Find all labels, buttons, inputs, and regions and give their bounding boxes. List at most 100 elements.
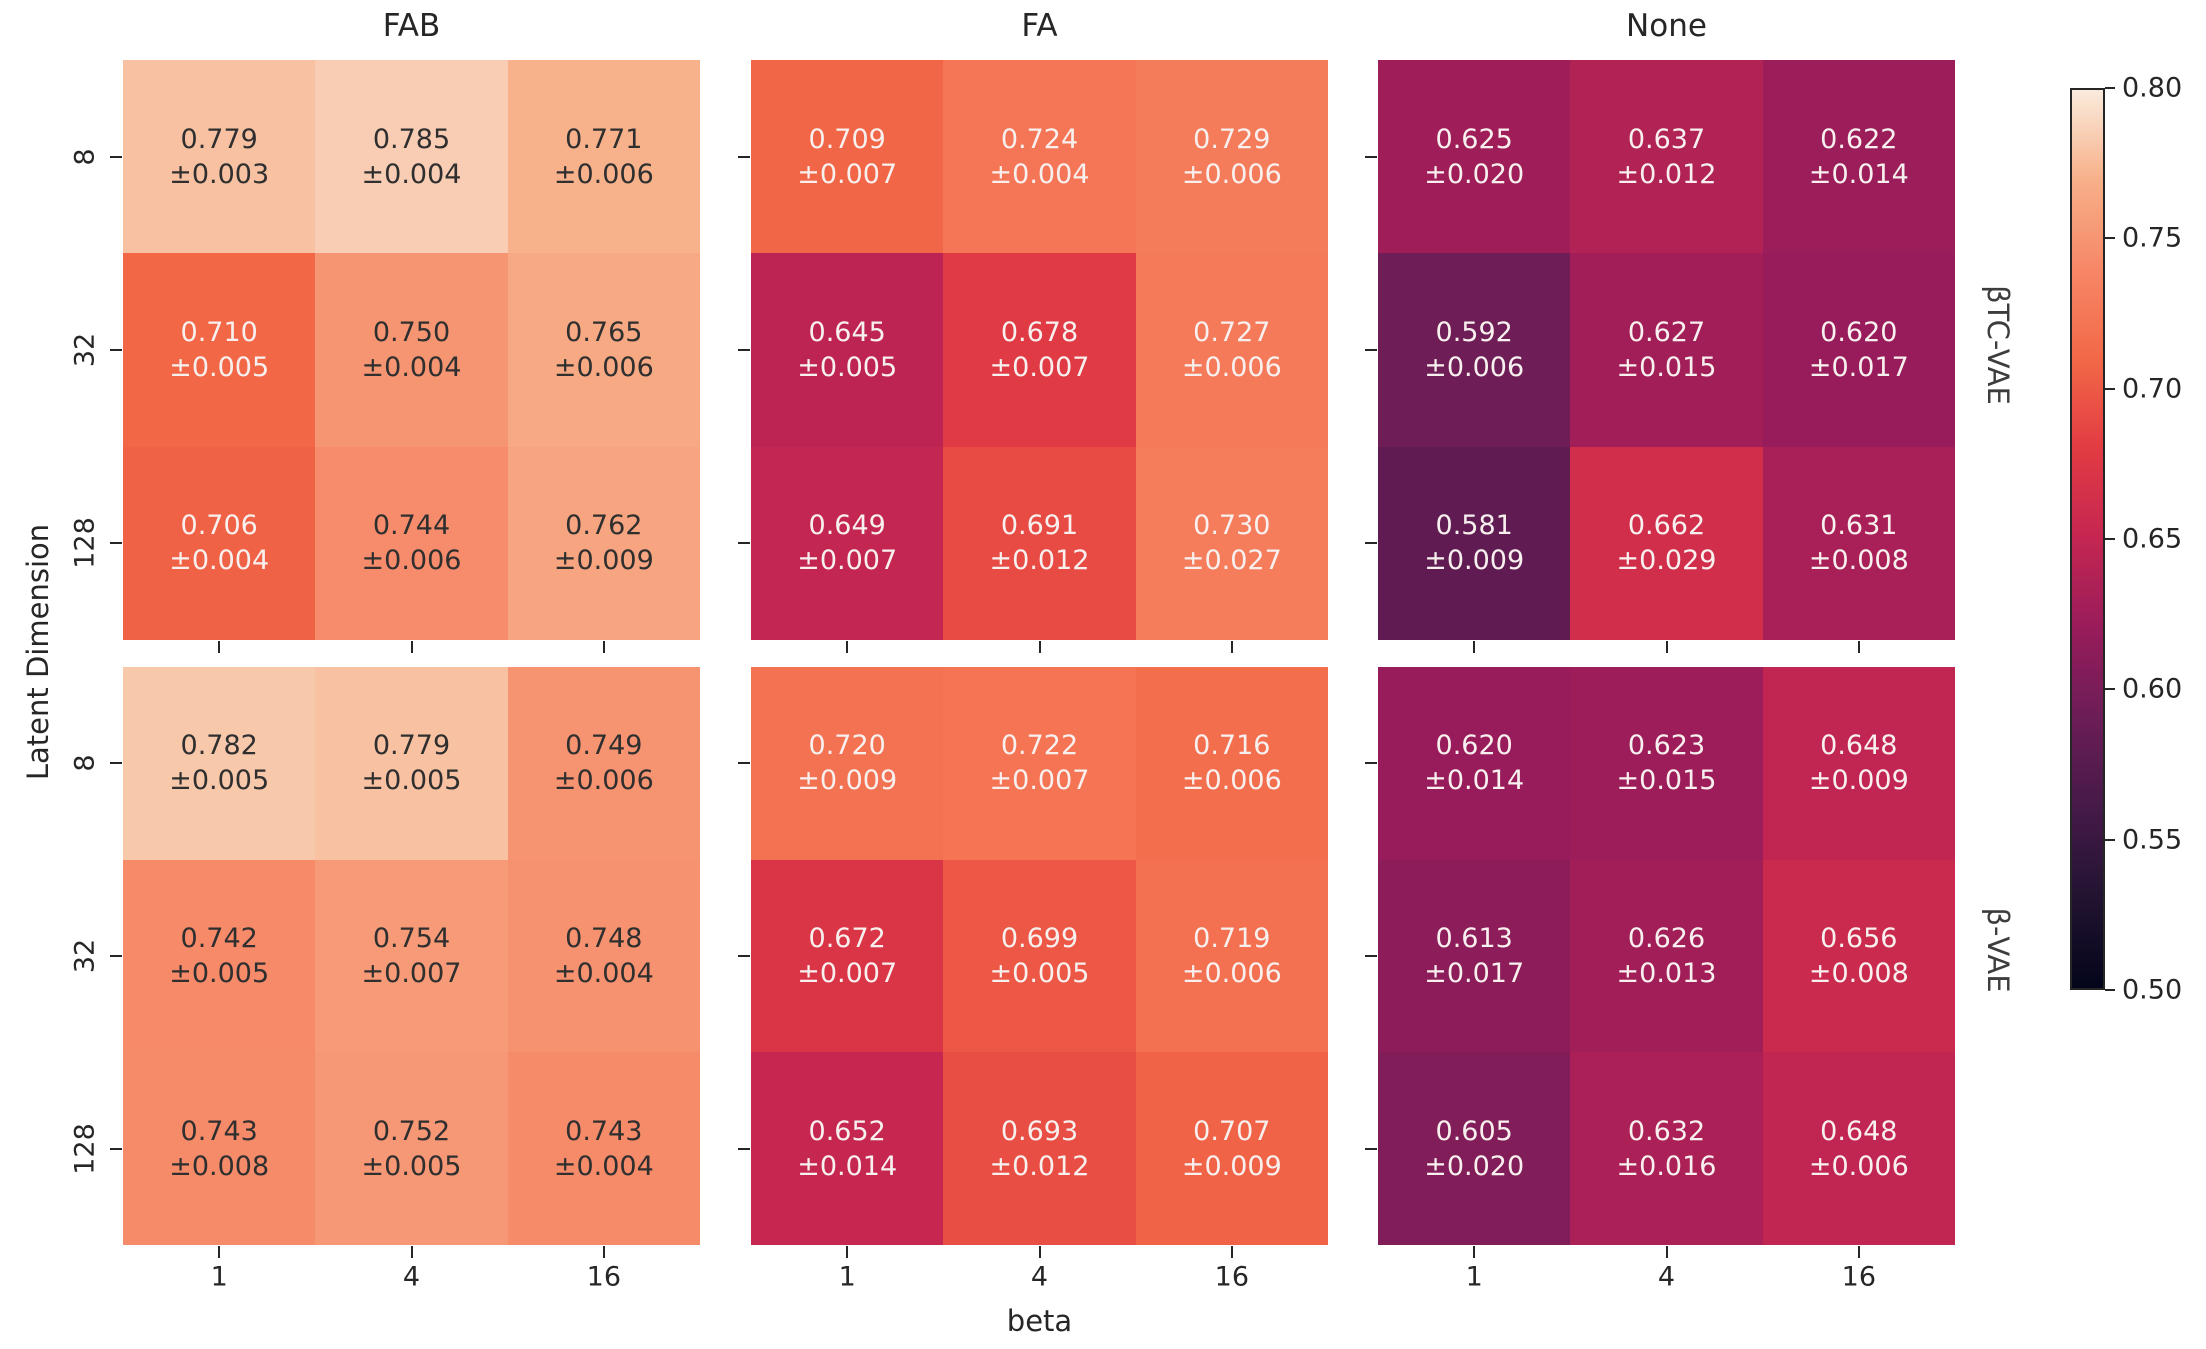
cell-error: ±0.009 (797, 765, 898, 797)
cell-value: 0.693 (1000, 1115, 1079, 1147)
heatmap-cell: 0.656 ±0.008 (1762, 859, 1955, 1053)
cell-error: ±0.016 (1616, 1150, 1717, 1182)
cell-value: 0.727 (1193, 316, 1271, 348)
cell-value: 0.706 (180, 510, 258, 542)
x-tick-label: 16 (1214, 1261, 1250, 1293)
x-tick-mark (1665, 1246, 1668, 1258)
cell-value: 0.719 (1193, 922, 1271, 954)
x-tick-mark (410, 641, 413, 653)
y-tick-mark (1365, 762, 1377, 765)
heatmap-cell: 0.762 ±0.009 (507, 446, 700, 640)
cell-value: 0.771 (565, 123, 643, 155)
cell-value: 0.691 (1000, 510, 1079, 542)
colorbar-tick-mark (2105, 237, 2115, 240)
y-tick-label: 8 (69, 754, 101, 772)
heatmap-cell: 0.729 ±0.006 (1135, 60, 1328, 254)
facet-col-title-fa: FA (1021, 8, 1058, 44)
y-tick-mark (1365, 349, 1377, 351)
heatmap-panel-fa-b-vae: 0.720 ±0.009 0.722 ±0.007 0.716 ±0.006 0.672 ±0… (751, 667, 1328, 1245)
cell-error: ±0.012 (989, 545, 1090, 577)
cell-value: 0.637 (1627, 123, 1706, 155)
cell-error: ±0.009 (1181, 1150, 1282, 1182)
heatmap-cell: 0.626 ±0.013 (1570, 859, 1763, 1053)
cell-value: 0.662 (1627, 510, 1706, 542)
heatmap-cell: 0.742 ±0.005 (123, 859, 316, 1053)
cell-error: ±0.007 (361, 957, 462, 989)
heatmap-cell: 0.613 ±0.017 (1378, 859, 1571, 1053)
cell-error: ±0.006 (553, 351, 654, 383)
heatmap-cell: 0.662 ±0.029 (1570, 446, 1763, 640)
heatmap-cell: 0.719 ±0.006 (1135, 859, 1328, 1053)
cell-error: ±0.006 (1808, 1150, 1909, 1182)
x-tick-mark (1473, 1246, 1476, 1258)
y-tick-label: 8 (69, 148, 101, 166)
cell-error: ±0.006 (553, 158, 654, 190)
x-tick-mark (1857, 641, 1860, 653)
heatmap-panel-fab-btc-vae: 0.779 ±0.003 0.785 ±0.004 0.771 ±0.006 0.710 ±0… (123, 60, 700, 640)
cell-error: ±0.006 (1181, 957, 1282, 989)
cell-value: 0.656 (1820, 922, 1898, 954)
heatmap-cell: 0.637 ±0.012 (1570, 60, 1763, 254)
y-tick-mark (738, 155, 750, 158)
y-tick-mark (738, 349, 750, 351)
cell-error: ±0.029 (1616, 545, 1717, 577)
cell-value: 0.744 (372, 510, 451, 542)
cell-error: ±0.007 (989, 765, 1090, 797)
y-tick-mark (1365, 542, 1377, 545)
y-tick-label: 128 (69, 517, 101, 570)
x-tick-label: 1 (838, 1261, 856, 1293)
colorbar-tick-label: 0.60 (2122, 673, 2183, 705)
cell-error: ±0.005 (361, 765, 462, 797)
heatmap-cell: 0.691 ±0.012 (943, 446, 1136, 640)
cell-error: ±0.027 (1181, 545, 1282, 577)
cell-error: ±0.008 (169, 1150, 270, 1182)
cell-value: 0.709 (808, 123, 886, 155)
heatmap-cell: 0.620 ±0.014 (1378, 667, 1571, 860)
x-tick-label: 16 (1841, 1261, 1877, 1293)
heatmap-cell: 0.709 ±0.007 (751, 60, 944, 254)
heatmap-cell: 0.779 ±0.003 (123, 60, 316, 254)
heatmap-panel-none-btc-vae: 0.625 ±0.020 0.637 ±0.012 0.622 ±0.014 0.592 ±0… (1378, 60, 1955, 640)
cell-value: 0.645 (808, 316, 886, 348)
x-tick-mark (1473, 641, 1476, 653)
cell-value: 0.620 (1820, 316, 1898, 348)
cell-value: 0.678 (1000, 316, 1079, 348)
cell-error: ±0.012 (989, 1150, 1090, 1182)
cell-value: 0.762 (565, 510, 643, 542)
cell-error: ±0.014 (1808, 158, 1909, 190)
cell-error: ±0.005 (797, 351, 898, 383)
colorbar-tick-mark (2105, 387, 2115, 390)
y-tick-mark (738, 542, 750, 545)
colorbar-tick-mark (2105, 989, 2115, 991)
cell-error: ±0.005 (361, 1150, 462, 1182)
colorbar-tick-mark (2105, 688, 2115, 691)
x-tick-mark (846, 1246, 849, 1258)
heatmap-cell: 0.782 ±0.005 (123, 667, 316, 860)
y-tick-label: 128 (69, 1122, 101, 1175)
heatmap-cell: 0.743 ±0.004 (507, 1052, 700, 1245)
heatmap-cell: 0.750 ±0.004 (315, 253, 508, 447)
cell-error: ±0.006 (361, 545, 462, 577)
facet-col-title-fab: FAB (382, 8, 441, 44)
cell-error: ±0.020 (1424, 158, 1525, 190)
cell-value: 0.749 (565, 730, 643, 762)
cell-value: 0.730 (1193, 510, 1271, 542)
cell-error: ±0.005 (169, 765, 270, 797)
x-tick-label: 1 (210, 1261, 228, 1293)
heatmap-cell: 0.652 ±0.014 (751, 1052, 944, 1245)
heatmap-cell: 0.678 ±0.007 (943, 253, 1136, 447)
cell-error: ±0.006 (1424, 351, 1525, 383)
cell-value: 0.710 (180, 316, 258, 348)
cell-value: 0.699 (1000, 922, 1079, 954)
colorbar-tick-label: 0.75 (2122, 222, 2183, 254)
cell-value: 0.623 (1627, 730, 1706, 762)
heatmap-cell: 0.771 ±0.006 (507, 60, 700, 254)
x-tick-mark (1038, 641, 1041, 653)
x-tick-mark (1857, 1246, 1860, 1258)
x-tick-mark (1038, 1246, 1041, 1258)
cell-value: 0.605 (1435, 1115, 1513, 1147)
cell-value: 0.648 (1820, 1115, 1898, 1147)
heatmap-cell: 0.720 ±0.009 (751, 667, 944, 860)
cell-value: 0.748 (565, 922, 643, 954)
cell-error: ±0.017 (1808, 351, 1909, 383)
